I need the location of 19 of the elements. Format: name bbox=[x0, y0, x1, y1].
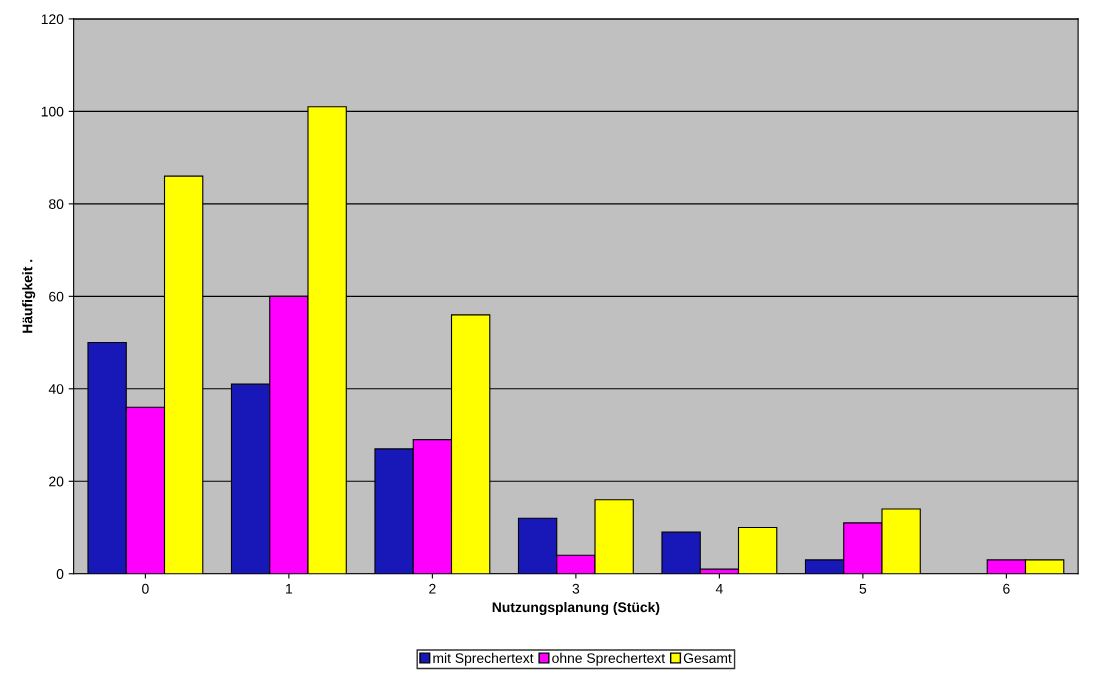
y-tick-label: 20 bbox=[49, 476, 64, 487]
x-tick-label: 6 bbox=[1003, 583, 1010, 594]
x-tick-label: 5 bbox=[859, 583, 867, 594]
legend-label: Gesamt bbox=[683, 653, 732, 664]
y-tick-label: 0 bbox=[56, 569, 64, 579]
y-axis-title: Häufigkeit . bbox=[22, 259, 36, 333]
x-tick-label: 3 bbox=[572, 583, 580, 594]
x-axis-title: Nutzungsplanung (Stück) bbox=[492, 601, 660, 615]
y-tick-label: 100 bbox=[41, 106, 64, 117]
y-tick-label: 40 bbox=[48, 384, 64, 394]
x-tick-label: 1 bbox=[286, 583, 293, 594]
x-tick-label: 2 bbox=[429, 583, 436, 594]
legend-label: mit Sprechertext bbox=[433, 652, 534, 666]
x-tick-label: 4 bbox=[715, 583, 723, 594]
legend-label: ohne Sprechertext bbox=[552, 652, 666, 666]
y-tick-label: 120 bbox=[41, 14, 64, 25]
y-tick-label: 80 bbox=[49, 199, 64, 210]
x-tick-label: 0 bbox=[142, 583, 149, 594]
y-tick-label: 60 bbox=[49, 291, 64, 302]
